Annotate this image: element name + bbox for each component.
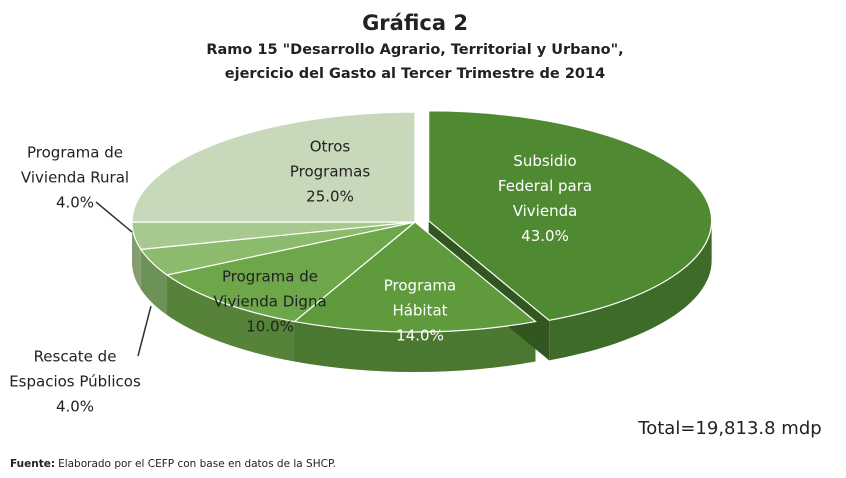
slice-label: Subsidio xyxy=(513,152,576,170)
chart-subtitle: ejercicio del Gasto al Tercer Trimestre … xyxy=(225,66,605,82)
slice-label: Vivienda Rural xyxy=(21,169,129,187)
slice-side xyxy=(140,249,168,315)
slice-side xyxy=(167,274,295,362)
value-label: 14.0% xyxy=(396,327,444,345)
leader-line xyxy=(137,305,152,357)
slice xyxy=(428,110,713,321)
slice-label: Programas xyxy=(290,163,370,181)
slice-side xyxy=(132,222,141,290)
value-label: 4.0% xyxy=(56,194,94,212)
labels: Subsidio Federal para Vivienda 43.0% Program… xyxy=(9,138,592,416)
chart-subtitle: Ramo 15 "Desarrollo Agrario, Territorial… xyxy=(206,42,623,58)
slice-label: Programa de xyxy=(27,144,123,162)
slice xyxy=(165,221,416,323)
source: Fuente: Elaborado por el CEFP con base en… xyxy=(10,458,336,470)
slice-label: Rescate de xyxy=(34,348,117,366)
slice-label: Otros xyxy=(310,138,351,156)
slice-side xyxy=(549,220,712,361)
slice xyxy=(131,111,416,223)
value-label: 4.0% xyxy=(56,398,94,416)
slice-label: Vivienda xyxy=(513,202,578,220)
source-label: Fuente: xyxy=(10,458,55,470)
leader-line xyxy=(95,201,133,233)
slice-label: Programa de xyxy=(222,268,318,286)
value-label: 10.0% xyxy=(246,318,294,336)
value-label: 43.0% xyxy=(521,227,569,245)
slice-label: Programa xyxy=(384,277,456,295)
chart-title: Gráfica 2 xyxy=(362,11,468,35)
slice-label: Federal para xyxy=(498,177,592,195)
slice-label: Espacios Públicos xyxy=(9,373,141,391)
slice-label: Hábitat xyxy=(392,302,447,320)
pie xyxy=(131,110,713,372)
value-label: 25.0% xyxy=(306,188,354,206)
slice-label: Vivienda Digna xyxy=(213,293,326,311)
slice xyxy=(293,221,537,333)
annotation: Total=19,813.8 mdp xyxy=(637,418,821,439)
slice-side xyxy=(294,321,536,372)
source-text: Elaborado por el CEFP con base en datos … xyxy=(58,458,336,470)
